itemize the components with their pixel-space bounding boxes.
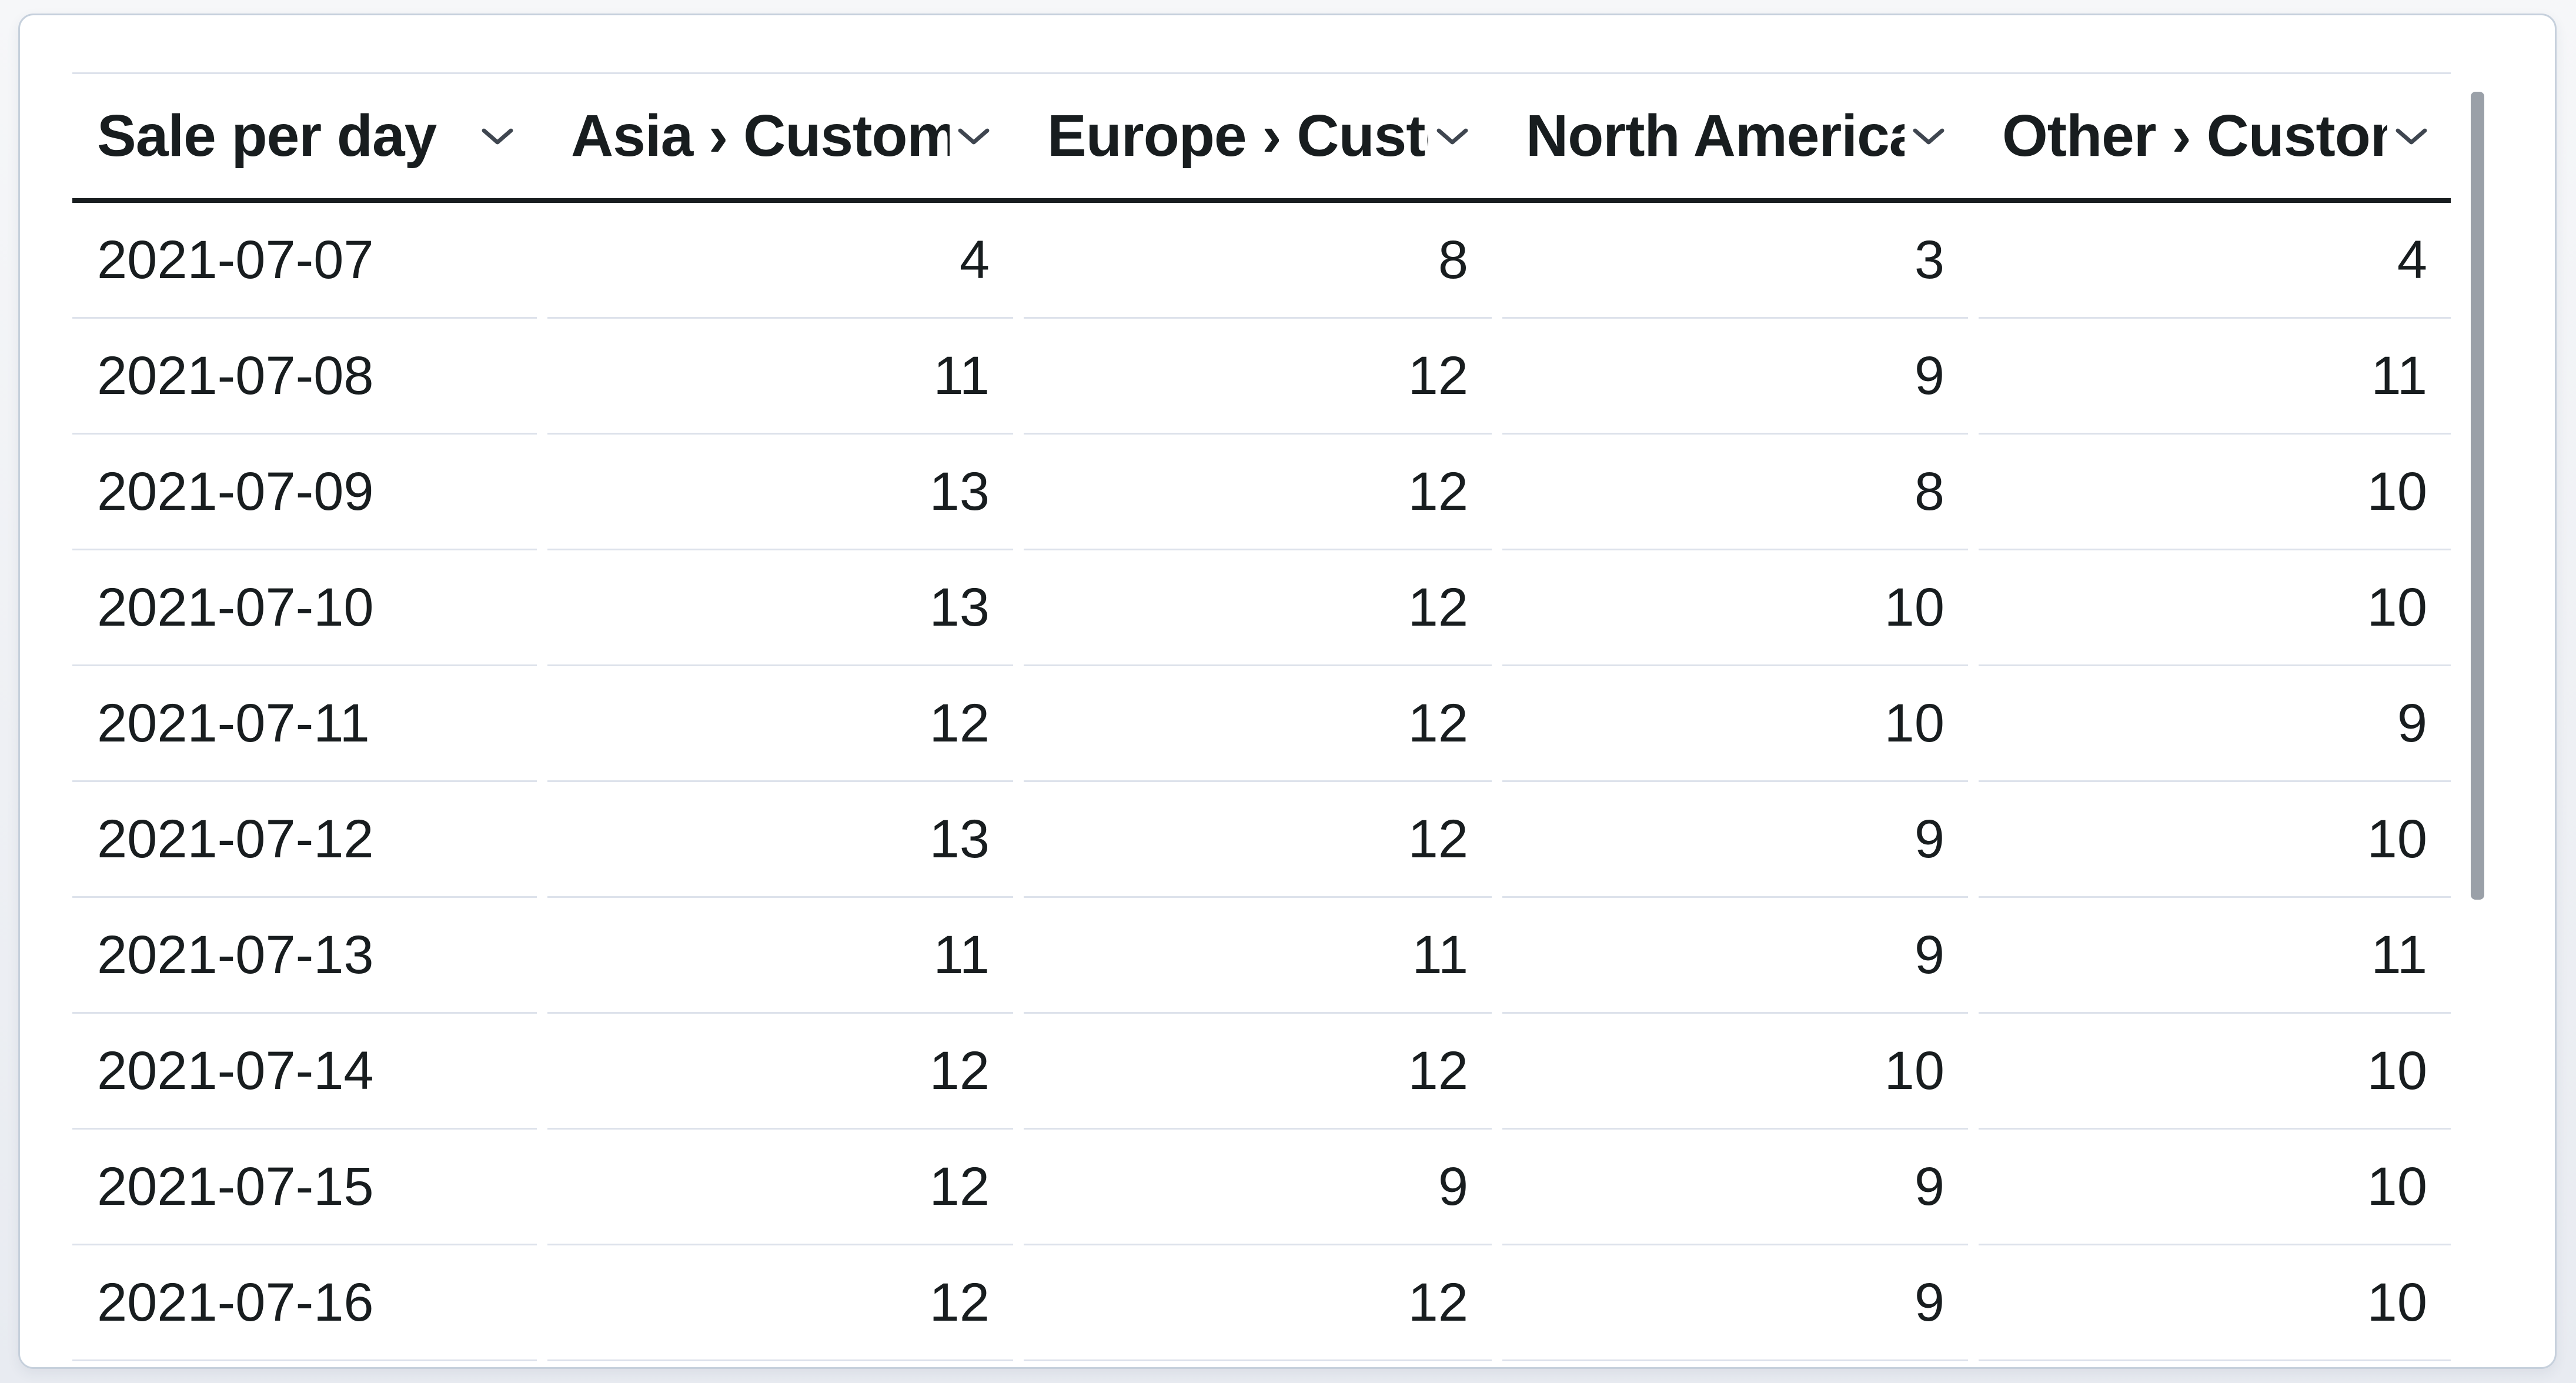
- value-cell-asia: 12: [547, 1245, 1013, 1361]
- value-cell-europe: 8: [1024, 203, 1492, 319]
- column-header-label: Europe › Customers: [1047, 103, 1428, 169]
- column-header-sale-per-day[interactable]: Sale per day: [72, 74, 537, 198]
- value-cell-europe: 12: [1024, 435, 1492, 550]
- column-header-label: Sale per day: [97, 103, 437, 169]
- column-header-label: Asia › Customers: [571, 103, 950, 169]
- value-cell-other: 11: [1979, 319, 2451, 435]
- table-row: 2021-07-11 12 12 10 9: [72, 666, 2451, 782]
- value-cell-asia: 13: [547, 782, 1013, 898]
- value-cell-europe: 12: [1024, 666, 1492, 782]
- value-cell-asia: 13: [547, 435, 1013, 550]
- value-cell-north-america: 3: [1502, 203, 1968, 319]
- chevron-down-icon[interactable]: [958, 127, 990, 146]
- chevron-down-icon[interactable]: [1913, 127, 1944, 146]
- value-cell-europe: 12: [1024, 1245, 1492, 1361]
- value-cell-other: 10: [1979, 1014, 2451, 1130]
- table-row: 2021-07-15 12 9 9 10: [72, 1130, 2451, 1245]
- table-row: 2021-07-16 12 12 9 10: [72, 1245, 2451, 1361]
- date-cell: 2021-07-11: [72, 666, 537, 782]
- table-row: 2021-07-13 11 11 9 11: [72, 898, 2451, 1014]
- value-cell-other: 10: [1979, 1130, 2451, 1245]
- table-card: Sale per day Asia › Customers Europe › C…: [18, 14, 2557, 1369]
- column-header-europe-customers[interactable]: Europe › Customers: [1024, 74, 1492, 198]
- value-cell-europe: 9: [1024, 1130, 1492, 1245]
- value-cell-other: 10: [1979, 782, 2451, 898]
- value-cell-europe: 12: [1024, 1014, 1492, 1130]
- value-cell-asia: 12: [547, 1014, 1013, 1130]
- value-cell-europe: 12: [1024, 550, 1492, 666]
- value-cell-europe: 12: [1024, 782, 1492, 898]
- date-cell: 2021-07-13: [72, 898, 537, 1014]
- date-cell: 2021-07-15: [72, 1130, 537, 1245]
- table-row: 2021-07-14 12 12 10 10: [72, 1014, 2451, 1130]
- data-grid: Sale per day Asia › Customers Europe › C…: [72, 72, 2451, 1361]
- column-header-north-america-customers[interactable]: North America › Customers: [1502, 74, 1968, 198]
- vertical-scrollbar-thumb[interactable]: [2471, 92, 2484, 900]
- value-cell-europe: 11: [1024, 898, 1492, 1014]
- value-cell-asia: 11: [547, 898, 1013, 1014]
- value-cell-asia: 12: [547, 666, 1013, 782]
- value-cell-north-america: 9: [1502, 898, 1968, 1014]
- value-cell-north-america: 9: [1502, 1245, 1968, 1361]
- table-row: 2021-07-09 13 12 8 10: [72, 435, 2451, 550]
- value-cell-other: 4: [1979, 203, 2451, 319]
- value-cell-north-america: 10: [1502, 666, 1968, 782]
- date-cell: 2021-07-12: [72, 782, 537, 898]
- value-cell-north-america: 10: [1502, 1014, 1968, 1130]
- value-cell-north-america: 9: [1502, 1130, 1968, 1245]
- date-cell: 2021-07-10: [72, 550, 537, 666]
- chevron-down-icon[interactable]: [1436, 127, 1468, 146]
- table-body: 2021-07-07 4 8 3 4 2021-07-08 11 12 9 11…: [72, 203, 2451, 1361]
- date-cell: 2021-07-14: [72, 1014, 537, 1130]
- column-header-other-customers[interactable]: Other › Customers: [1979, 74, 2451, 198]
- value-cell-asia: 4: [547, 203, 1013, 319]
- value-cell-asia: 13: [547, 550, 1013, 666]
- table-row: 2021-07-08 11 12 9 11: [72, 319, 2451, 435]
- value-cell-north-america: 8: [1502, 435, 1968, 550]
- value-cell-other: 9: [1979, 666, 2451, 782]
- column-header-asia-customers[interactable]: Asia › Customers: [547, 74, 1013, 198]
- date-cell: 2021-07-16: [72, 1245, 537, 1361]
- value-cell-europe: 12: [1024, 319, 1492, 435]
- table-row: 2021-07-07 4 8 3 4: [72, 203, 2451, 319]
- value-cell-north-america: 10: [1502, 550, 1968, 666]
- chevron-down-icon[interactable]: [482, 127, 513, 146]
- column-header-label: Other › Customers: [2002, 103, 2387, 169]
- value-cell-asia: 11: [547, 319, 1013, 435]
- value-cell-other: 10: [1979, 1245, 2451, 1361]
- chevron-down-icon[interactable]: [2395, 127, 2427, 146]
- date-cell: 2021-07-08: [72, 319, 537, 435]
- value-cell-north-america: 9: [1502, 782, 1968, 898]
- date-cell: 2021-07-09: [72, 435, 537, 550]
- column-header-label: North America › Customers: [1526, 103, 1905, 169]
- value-cell-other: 11: [1979, 898, 2451, 1014]
- table-row: 2021-07-12 13 12 9 10: [72, 782, 2451, 898]
- value-cell-other: 10: [1979, 550, 2451, 666]
- value-cell-north-america: 9: [1502, 319, 1968, 435]
- header-row: Sale per day Asia › Customers Europe › C…: [72, 74, 2451, 203]
- value-cell-other: 10: [1979, 435, 2451, 550]
- date-cell: 2021-07-07: [72, 203, 537, 319]
- table-row: 2021-07-10 13 12 10 10: [72, 550, 2451, 666]
- value-cell-asia: 12: [547, 1130, 1013, 1245]
